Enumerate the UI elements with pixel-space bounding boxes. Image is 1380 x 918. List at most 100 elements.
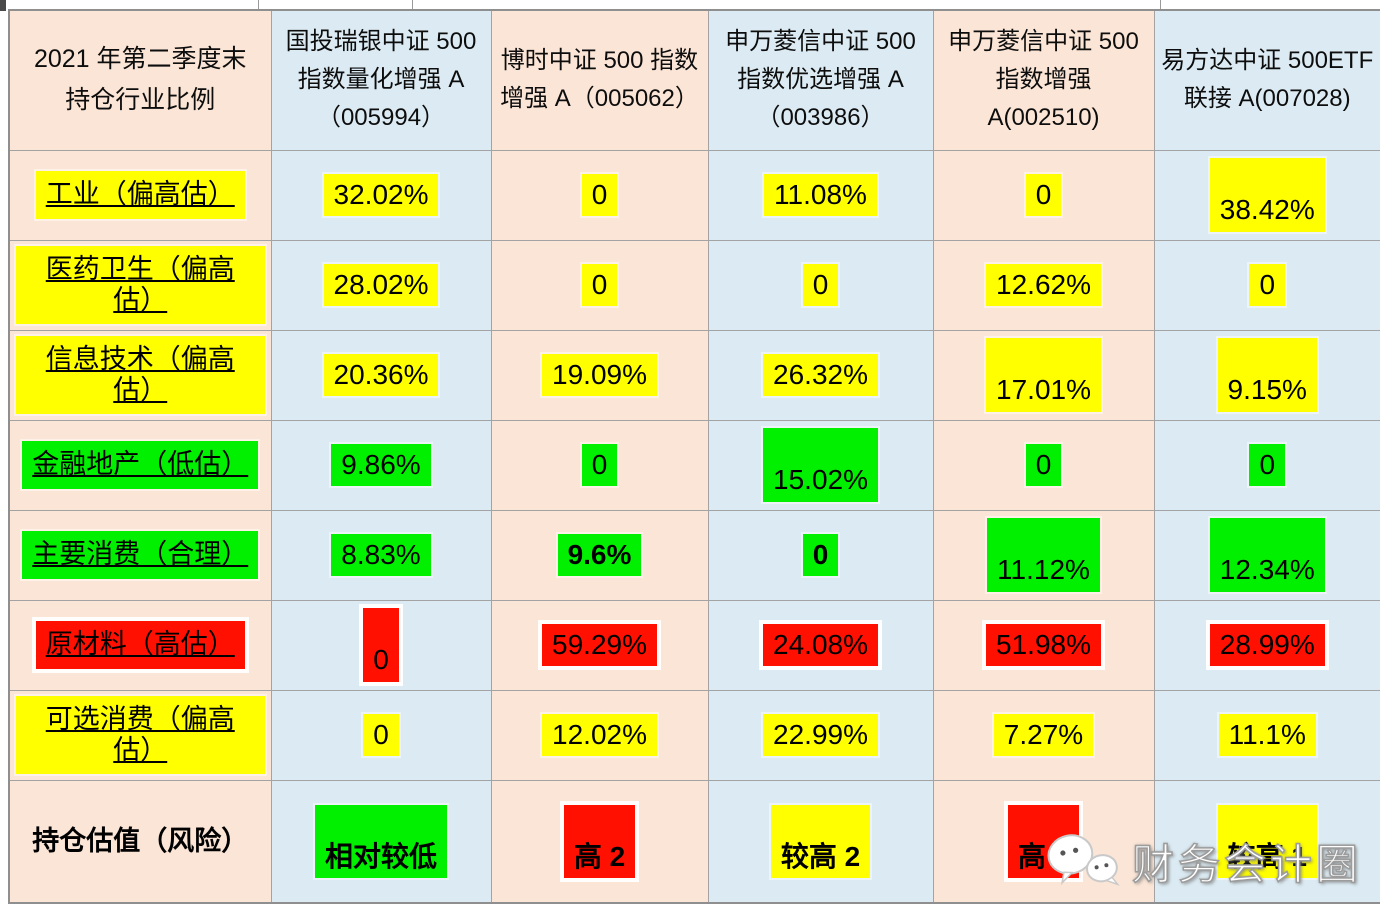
holding-value: 0 xyxy=(1025,173,1062,217)
holding-value-cell: 9.15% xyxy=(1153,329,1380,421)
holding-value-cell: 相对较低 xyxy=(270,779,492,904)
holding-value-cell: 0 xyxy=(1153,419,1380,511)
industry-label: 信息技术（偏高估） xyxy=(16,335,265,415)
holding-value-cell: 19.09% xyxy=(490,329,709,421)
holding-value-cell: 26.32% xyxy=(707,329,934,421)
holding-value: 0 xyxy=(581,263,618,307)
industry-label: 可选消费（偏高估） xyxy=(16,695,265,775)
industry-label: 持仓估值（风险） xyxy=(32,825,249,856)
holding-value-cell: 0 xyxy=(490,239,709,331)
holding-value: 9.6% xyxy=(557,533,642,577)
holding-value: 0 xyxy=(363,608,399,682)
holding-value-cell: 51.98% xyxy=(932,599,1155,691)
screenshot-artifact xyxy=(0,0,6,11)
holding-value: 0 xyxy=(581,173,618,217)
holding-value: 11.12% xyxy=(987,518,1100,592)
fund-column-label: 国投瑞银中证 500 指数量化增强 A（005994） xyxy=(285,27,477,132)
fund-column-header: 申万菱信中证 500 指数优选增强 A（003986） xyxy=(707,9,934,151)
holding-value: 11.1% xyxy=(1218,713,1316,757)
holding-value-cell: 28.02% xyxy=(270,239,492,331)
holding-value: 59.29% xyxy=(542,623,657,667)
holding-value-cell: 较高 1 xyxy=(1153,779,1380,904)
industry-label-cell: 金融地产（低估） xyxy=(8,419,272,511)
holding-value: 38.42% xyxy=(1209,158,1325,232)
holding-value-cell: 0 xyxy=(707,509,934,601)
holding-value: 15.02% xyxy=(763,428,878,502)
industry-label-cell: 持仓估值（风险） xyxy=(8,779,272,904)
fund-column-header: 博时中证 500 指数增强 A（005062） xyxy=(490,9,709,151)
holding-value-cell: 12.62% xyxy=(932,239,1155,331)
industry-label-cell: 工业（偏高估） xyxy=(8,149,272,241)
fund-column-label: 申万菱信中证 500 指数增强 A(002510) xyxy=(948,27,1139,132)
screenshot-artifact xyxy=(412,0,413,9)
holding-value: 0 xyxy=(802,533,839,577)
holding-value: 0 xyxy=(1249,263,1286,307)
holding-value: 0 xyxy=(581,443,618,487)
holding-value: 0 xyxy=(363,713,399,757)
fund-column-label: 申万菱信中证 500 指数优选增强 A（003986） xyxy=(725,27,916,132)
holding-value: 相对较低 xyxy=(314,804,447,878)
holding-value-cell: 7.27% xyxy=(932,689,1155,781)
holding-value: 8.83% xyxy=(331,533,431,577)
fund-industry-comparison-table: 2021 年第二季度末 持仓行业比例 国投瑞银中证 500 指数量化增强 A（0… xyxy=(8,9,1380,904)
holding-value: 51.98% xyxy=(986,623,1101,667)
holding-value: 9.86% xyxy=(331,443,431,487)
header-corner-line1: 2021 年第二季度末 xyxy=(33,45,247,73)
fund-column-label: 博时中证 500 指数增强 A（005062） xyxy=(500,46,699,113)
header-corner-line2: 持仓行业比例 xyxy=(65,86,216,115)
holding-value: 较高 1 xyxy=(1217,804,1317,878)
holding-value-cell: 9.6% xyxy=(490,509,709,601)
holding-value: 9.15% xyxy=(1217,338,1317,412)
holding-value-cell: 20.36% xyxy=(270,329,492,421)
industry-label: 金融地产（低估） xyxy=(22,441,259,489)
holding-value: 28.99% xyxy=(1209,623,1325,667)
holding-value: 0 xyxy=(1249,443,1286,487)
holding-value: 较高 2 xyxy=(770,804,871,878)
industry-row: 原材料（高估） 0 59.29% 24.08% 51.98% 28.99% xyxy=(8,599,1380,691)
header-row: 2021 年第二季度末 持仓行业比例 国投瑞银中证 500 指数量化增强 A（0… xyxy=(8,9,1380,151)
holding-value-cell: 11.1% xyxy=(1153,689,1380,781)
holding-value-cell: 17.01% xyxy=(932,329,1155,421)
holding-value: 0 xyxy=(802,263,839,307)
industry-row: 信息技术（偏高估） 20.36% 19.09% 26.32% 17.01% 9.15% xyxy=(8,329,1380,421)
industry-label: 医药卫生（偏高估） xyxy=(16,245,265,325)
holding-value-cell: 32.02% xyxy=(270,149,492,241)
holding-value-cell: 0 xyxy=(932,419,1155,511)
holding-value: 11.08% xyxy=(764,173,877,217)
fund-industry-table-wrap: 2021 年第二季度末 持仓行业比例 国投瑞银中证 500 指数量化增强 A（0… xyxy=(8,9,1380,904)
screenshot-artifact xyxy=(258,0,259,9)
holding-value-cell: 高 1 xyxy=(932,779,1155,904)
holding-value: 高 1 xyxy=(1007,804,1080,878)
holding-value: 12.34% xyxy=(1209,518,1325,592)
holding-value-cell: 24.08% xyxy=(707,599,934,691)
holding-value: 12.62% xyxy=(986,263,1101,307)
holding-value: 19.09% xyxy=(542,353,657,397)
holding-value-cell: 0 xyxy=(490,149,709,241)
holding-value-cell: 15.02% xyxy=(707,419,934,511)
holding-value-cell: 38.42% xyxy=(1153,149,1380,241)
header-corner: 2021 年第二季度末 持仓行业比例 xyxy=(8,9,272,151)
industry-label-cell: 可选消费（偏高估） xyxy=(8,689,272,781)
holding-value-cell: 0 xyxy=(707,239,934,331)
holding-value-cell: 28.99% xyxy=(1153,599,1380,691)
holding-value: 0 xyxy=(1025,443,1062,487)
industry-label-cell: 医药卫生（偏高估） xyxy=(8,239,272,331)
holding-value: 22.99% xyxy=(763,713,878,757)
holding-value-cell: 11.12% xyxy=(932,509,1155,601)
holding-value-cell: 0 xyxy=(490,419,709,511)
holding-value-cell: 较高 2 xyxy=(707,779,934,904)
holding-value: 20.36% xyxy=(323,353,439,397)
holding-value-cell: 0 xyxy=(270,599,492,691)
industry-label-cell: 主要消费（合理） xyxy=(8,509,272,601)
industry-label: 主要消费（合理） xyxy=(22,531,259,579)
fund-column-label: 易方达中证 500ETF 联接 A(007028) xyxy=(1161,46,1374,113)
holding-value: 高 2 xyxy=(563,804,636,878)
holding-value-cell: 8.83% xyxy=(270,509,492,601)
holding-value: 24.08% xyxy=(763,623,878,667)
holding-value-cell: 9.86% xyxy=(270,419,492,511)
holding-value: 32.02% xyxy=(323,173,439,217)
industry-row: 可选消费（偏高估） 0 12.02% 22.99% 7.27% 11.1% xyxy=(8,689,1380,781)
screenshot-artifact xyxy=(1160,0,1161,9)
holding-value: 28.02% xyxy=(323,263,439,307)
